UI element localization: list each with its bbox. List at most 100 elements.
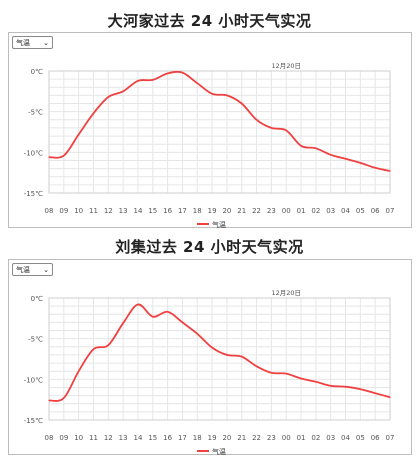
x-tick-label: 03 — [326, 434, 335, 442]
x-tick-label: 12 — [104, 207, 113, 215]
x-tick-label: 09 — [59, 434, 68, 442]
data-point — [241, 102, 243, 105]
plot-area-frame — [48, 297, 391, 421]
data-point — [226, 94, 228, 96]
y-tick-label: -10℃ — [24, 376, 43, 384]
x-tick-label: 08 — [45, 434, 54, 442]
data-point — [389, 396, 391, 398]
data-point — [107, 344, 109, 346]
data-point — [181, 321, 184, 323]
chart-panel-1: 气温 ⌄ 0℃ -5℃ -10℃ -15℃ 08 09 10 11 12 13 14 15 16 17 18… — [8, 32, 412, 229]
data-point — [330, 154, 332, 156]
temperature-line-chart-1: 0℃ -5℃ -10℃ -15℃ 08 09 10 11 12 13 14 15 16 17 18 19 20 2… — [24, 62, 395, 229]
x-tick-label: 03 — [326, 207, 335, 215]
data-point — [300, 377, 302, 380]
data-point — [285, 129, 287, 131]
data-point — [48, 399, 50, 402]
data-point — [255, 365, 258, 367]
data-point — [300, 145, 302, 147]
data-point — [92, 348, 95, 350]
data-point — [92, 112, 95, 114]
plot-area-frame — [48, 70, 391, 194]
data-point — [63, 397, 65, 399]
data-point — [78, 370, 80, 372]
chart-title-1: 大河家过去 24 小时天气实况 — [107, 12, 312, 30]
x-tick-label: 20 — [222, 207, 231, 215]
data-point — [137, 80, 139, 82]
y-tick-label: -10℃ — [24, 149, 43, 157]
x-tick-label: 23 — [267, 434, 276, 442]
x-tick-label: 02 — [311, 207, 320, 215]
data-point — [255, 119, 258, 121]
x-tick-label: 04 — [341, 207, 350, 215]
x-tick-label: 23 — [267, 207, 276, 215]
series-line-temperature — [48, 70, 391, 172]
x-tick-label: 19 — [208, 207, 217, 215]
x-tick-label: 21 — [237, 207, 246, 215]
x-tick-label: 05 — [356, 434, 365, 442]
data-point — [270, 127, 272, 129]
data-point — [107, 96, 109, 98]
x-tick-label: 11 — [89, 207, 98, 215]
x-tick-label: 13 — [119, 207, 128, 215]
x-tick-label: 12 — [104, 434, 113, 442]
x-tick-label: 16 — [163, 434, 172, 442]
data-point — [270, 372, 272, 374]
x-tick-label: 05 — [356, 207, 365, 215]
y-tick-label: -15℃ — [24, 190, 43, 198]
element-select-2[interactable]: 气温 ⌄ — [12, 263, 53, 276]
date-annotation: 12月20日 — [271, 289, 301, 297]
x-tick-label: 00 — [282, 434, 291, 442]
data-point — [196, 82, 198, 84]
x-tick-label: 08 — [45, 207, 54, 215]
data-point — [152, 79, 154, 81]
data-point — [374, 167, 376, 169]
x-tick-label: 07 — [386, 207, 395, 215]
data-point — [226, 354, 228, 356]
x-tick-label: 14 — [133, 207, 142, 215]
x-tick-label: 10 — [74, 207, 83, 215]
data-point — [315, 381, 317, 383]
x-tick-label: 16 — [163, 207, 172, 215]
x-tick-label: 06 — [371, 434, 380, 442]
x-tick-label: 21 — [237, 434, 246, 442]
x-tick-label: 07 — [386, 434, 395, 442]
x-tick-label: 17 — [178, 207, 187, 215]
data-point — [330, 385, 332, 387]
element-select-1[interactable]: 气温 ⌄ — [12, 36, 53, 49]
x-tick-label: 18 — [193, 207, 202, 215]
data-point — [344, 386, 347, 388]
x-tick-label: 18 — [193, 434, 202, 442]
data-point — [315, 147, 317, 149]
x-tick-label: 15 — [148, 434, 157, 442]
data-point — [152, 316, 154, 318]
date-annotation: 12月20日 — [271, 62, 301, 70]
data-point — [359, 388, 361, 390]
x-tick-label: 20 — [222, 434, 231, 442]
x-tick-label: 22 — [252, 207, 261, 215]
select-value: 气温 — [16, 39, 30, 47]
data-point — [167, 311, 169, 313]
data-point — [48, 156, 50, 158]
series-line-temperature — [48, 303, 391, 402]
y-tick-label: -5℃ — [28, 109, 43, 117]
y-tick-label: 0℃ — [31, 295, 43, 303]
data-point — [181, 72, 184, 74]
chart-panel-2: 气温 ⌄ 0℃ -5℃ -10℃ -15℃ 08 09 10 11 12 13 14 15 16 17 18… — [8, 259, 412, 456]
x-tick-label: 17 — [178, 434, 187, 442]
chevron-down-icon: ⌄ — [43, 39, 49, 47]
legend-label: 气温 — [212, 220, 226, 229]
x-tick-label: 00 — [282, 207, 291, 215]
x-tick-label: 15 — [148, 207, 157, 215]
x-tick-label: 11 — [89, 434, 98, 442]
data-point — [196, 333, 198, 335]
select-value: 气温 — [16, 266, 30, 274]
data-point — [344, 158, 347, 160]
data-point — [78, 133, 80, 136]
data-point — [137, 303, 139, 306]
y-tick-label: -15℃ — [24, 417, 43, 425]
x-tick-label: 10 — [74, 434, 83, 442]
data-point — [167, 72, 169, 75]
legend-label: 气温 — [212, 447, 226, 456]
x-tick-label: 01 — [297, 207, 306, 215]
